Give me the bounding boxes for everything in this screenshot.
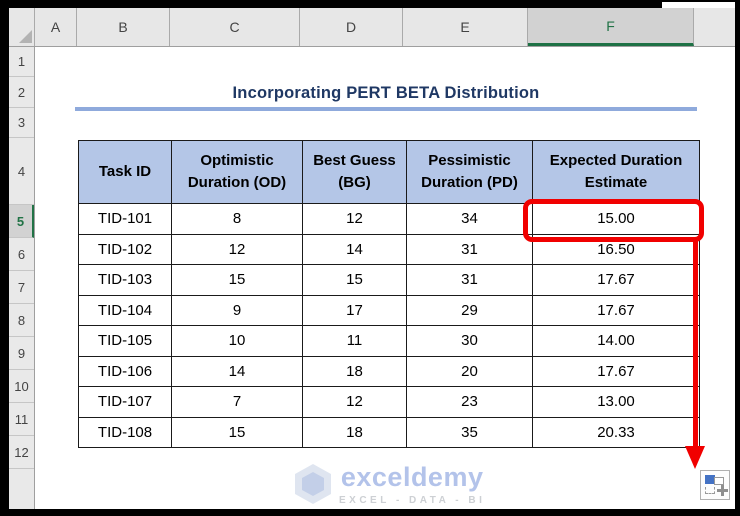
cell[interactable]: 17.67 — [533, 356, 700, 387]
select-all-triangle-icon — [19, 30, 32, 43]
column-header-f-selected[interactable]: F — [528, 8, 694, 46]
table-row: TID-105 10 11 30 14.00 — [79, 326, 700, 357]
header-optimistic-duration[interactable]: OptimisticDuration (OD) — [172, 141, 303, 204]
cell[interactable]: 12 — [172, 234, 303, 265]
cell[interactable]: 9 — [172, 295, 303, 326]
row-header-filler — [9, 469, 34, 509]
pert-table: Task ID OptimisticDuration (OD) Best Gue… — [78, 140, 700, 448]
cell[interactable]: 12 — [303, 387, 407, 418]
cell[interactable]: 20.33 — [533, 417, 700, 448]
column-header-d[interactable]: D — [300, 8, 403, 46]
table-header-row: Task ID OptimisticDuration (OD) Best Gue… — [79, 141, 700, 204]
cell[interactable]: 29 — [407, 295, 533, 326]
cell[interactable]: 8 — [172, 204, 303, 235]
sheet-title[interactable]: Incorporating PERT BETA Distribution — [78, 84, 694, 103]
table-row: TID-108 15 18 35 20.33 — [79, 417, 700, 448]
row-header-3[interactable]: 3 — [9, 108, 34, 138]
row-header-11[interactable]: 11 — [9, 403, 34, 436]
excel-screenshot: { "title": { "text": "Incorporating PERT… — [0, 0, 740, 516]
cell[interactable]: 34 — [407, 204, 533, 235]
column-header-row: A B C D E F — [9, 8, 735, 47]
row-header-5-selected[interactable]: 5 — [9, 205, 34, 238]
cell[interactable]: TID-105 — [79, 326, 172, 357]
table-row: TID-103 15 15 31 17.67 — [79, 265, 700, 296]
cell[interactable]: 17.67 — [533, 265, 700, 296]
row-header-6[interactable]: 6 — [9, 238, 34, 271]
watermark: exceldemy EXCEL - DATA - BI — [295, 464, 485, 506]
column-header-a[interactable]: A — [35, 8, 77, 46]
cell[interactable]: 20 — [407, 356, 533, 387]
row-header-2[interactable]: 2 — [9, 77, 34, 108]
table-row: TID-104 9 17 29 17.67 — [79, 295, 700, 326]
cell[interactable]: 15 — [172, 265, 303, 296]
cell[interactable]: 18 — [303, 356, 407, 387]
arrow-shaft — [693, 240, 698, 448]
column-header-g-partial[interactable] — [694, 8, 735, 46]
header-pessimistic-duration[interactable]: PessimisticDuration (PD) — [407, 141, 533, 204]
cell[interactable]: 10 — [172, 326, 303, 357]
table-row: TID-107 7 12 23 13.00 — [79, 387, 700, 418]
cell[interactable]: TID-102 — [79, 234, 172, 265]
cell[interactable]: 23 — [407, 387, 533, 418]
arrow-down-icon — [685, 446, 705, 469]
watermark-brand: exceldemy — [341, 464, 484, 491]
row-header-10[interactable]: 10 — [9, 370, 34, 403]
cell[interactable]: 11 — [303, 326, 407, 357]
cell[interactable]: 17.67 — [533, 295, 700, 326]
auto-fill-options-button[interactable] — [700, 470, 730, 500]
row-header-column: 1 2 3 4 5 6 7 8 9 10 11 12 — [9, 47, 35, 509]
select-all-corner[interactable] — [9, 8, 35, 46]
cell[interactable]: 31 — [407, 234, 533, 265]
table-row: TID-106 14 18 20 17.67 — [79, 356, 700, 387]
header-best-guess[interactable]: Best Guess(BG) — [303, 141, 407, 204]
cell[interactable]: 35 — [407, 417, 533, 448]
cell[interactable]: 7 — [172, 387, 303, 418]
cell[interactable]: TID-103 — [79, 265, 172, 296]
title-underline — [75, 107, 697, 111]
watermark-tagline: EXCEL - DATA - BI — [339, 495, 485, 506]
cell[interactable]: 15 — [303, 265, 407, 296]
spreadsheet-grid: A B C D E F 1 2 3 4 5 6 7 8 9 10 11 12 e… — [9, 8, 735, 509]
cell[interactable]: 13.00 — [533, 387, 700, 418]
cell[interactable]: 15 — [172, 417, 303, 448]
row-header-8[interactable]: 8 — [9, 304, 34, 337]
column-header-b[interactable]: B — [77, 8, 170, 46]
cell[interactable]: 31 — [407, 265, 533, 296]
header-expected-duration[interactable]: Expected DurationEstimate — [533, 141, 700, 204]
row-header-4[interactable]: 4 — [9, 138, 34, 205]
exceldemy-logo-icon — [295, 464, 331, 504]
cell[interactable]: TID-101 — [79, 204, 172, 235]
plus-icon — [717, 485, 728, 496]
row-header-7[interactable]: 7 — [9, 271, 34, 304]
row-header-9[interactable]: 9 — [9, 337, 34, 370]
row-header-1[interactable]: 1 — [9, 47, 34, 77]
header-task-id[interactable]: Task ID — [79, 141, 172, 204]
cell[interactable]: 12 — [303, 204, 407, 235]
cell[interactable]: TID-106 — [79, 356, 172, 387]
cell[interactable]: 14 — [172, 356, 303, 387]
cell[interactable]: 17 — [303, 295, 407, 326]
row-header-12[interactable]: 12 — [9, 436, 34, 469]
cell[interactable]: TID-108 — [79, 417, 172, 448]
cell[interactable]: 30 — [407, 326, 533, 357]
cell[interactable]: TID-107 — [79, 387, 172, 418]
highlight-box — [523, 199, 704, 242]
cell[interactable]: 14.00 — [533, 326, 700, 357]
cell[interactable]: 18 — [303, 417, 407, 448]
cell[interactable]: TID-104 — [79, 295, 172, 326]
column-header-c[interactable]: C — [170, 8, 300, 46]
column-header-e[interactable]: E — [403, 8, 528, 46]
cell[interactable]: 14 — [303, 234, 407, 265]
